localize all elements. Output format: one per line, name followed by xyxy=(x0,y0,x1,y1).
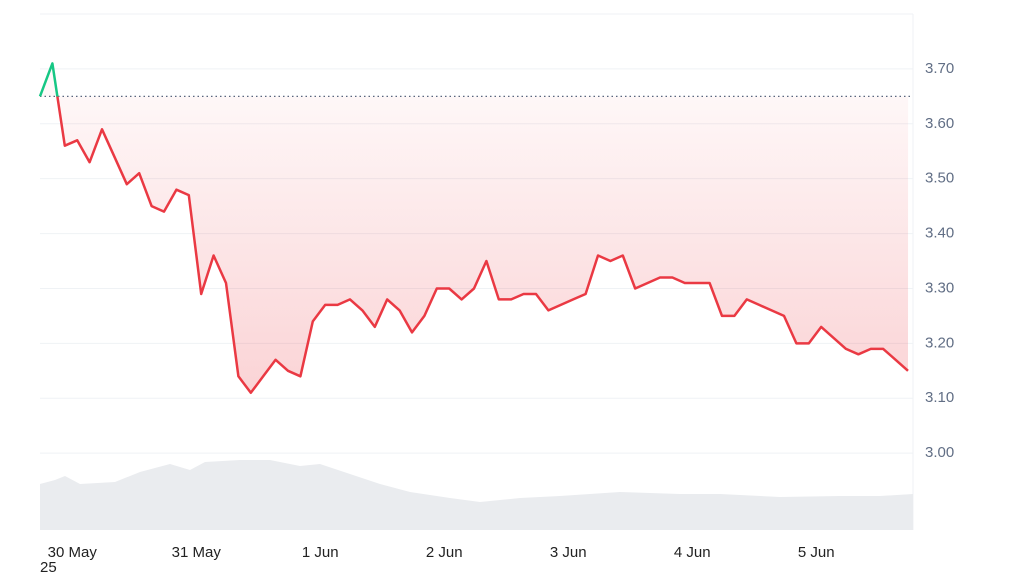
x-tick-label: 5 Jun xyxy=(798,544,835,561)
y-tick-label: 3.50 xyxy=(925,170,954,187)
x-tick-sublabel: 25 xyxy=(40,559,57,576)
y-tick-label: 3.10 xyxy=(925,389,954,406)
price-line xyxy=(38,62,909,395)
y-tick-label: 3.00 xyxy=(925,444,954,461)
x-tick-label: 1 Jun xyxy=(302,544,339,561)
volume-area xyxy=(40,460,913,530)
area-fill xyxy=(40,63,909,393)
y-tick-label: 3.60 xyxy=(925,115,954,132)
x-tick-label: 30 May xyxy=(48,544,98,561)
x-tick-label: 3 Jun xyxy=(550,544,587,561)
y-tick-label: 3.30 xyxy=(925,279,954,296)
y-tick-label: 3.20 xyxy=(925,334,954,351)
x-tick-label: 2 Jun xyxy=(426,544,463,561)
y-tick-label: 3.70 xyxy=(925,60,954,77)
x-tick-label: 31 May xyxy=(172,544,222,561)
x-tick-label: 4 Jun xyxy=(674,544,711,561)
y-tick-label: 3.40 xyxy=(925,225,954,242)
